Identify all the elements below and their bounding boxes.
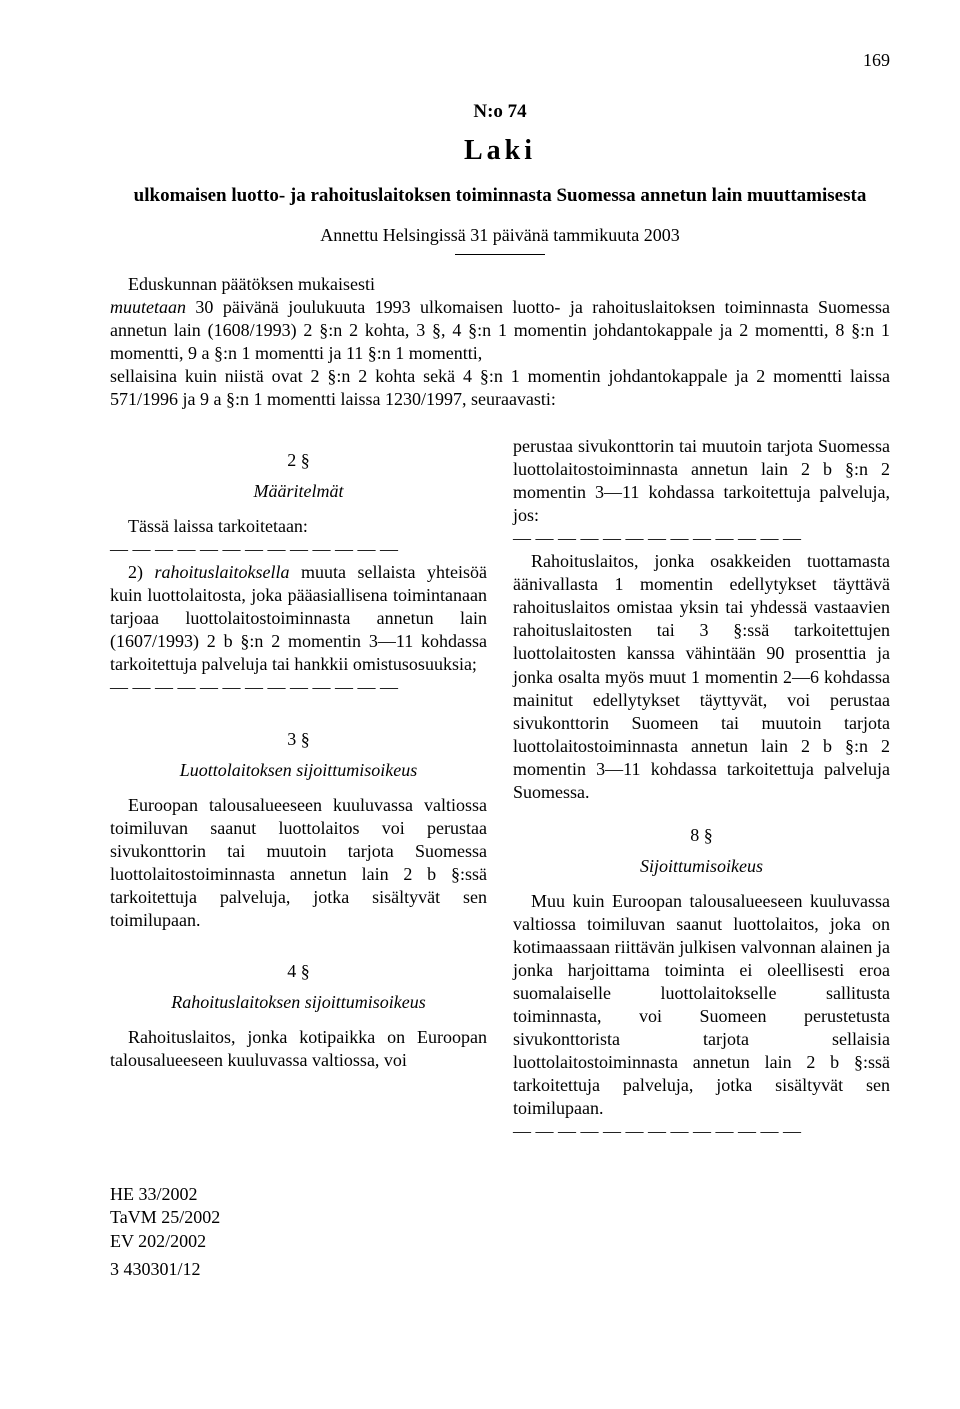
section-8-para-1: Muu kuin Euroopan talousalueeseen kuuluv… — [513, 890, 890, 1120]
section-3-para-1: Euroopan talousalueeseen kuuluvassa valt… — [110, 794, 487, 932]
section-2-dashes-1: — — — — — — — — — — — — — — [110, 538, 487, 561]
section-4-heading: Rahoituslaitoksen sijoittumisoikeus — [110, 991, 487, 1014]
section-8-heading: Sijoittumisoikeus — [513, 855, 890, 878]
preamble-text: Eduskunnan päätöksen mukaisesti — [128, 274, 375, 294]
section-2-dashes-2: — — — — — — — — — — — — — — [110, 676, 487, 699]
section-8-number: 8 § — [513, 824, 890, 847]
section-2-number: 2 § — [110, 449, 487, 472]
section-8-dashes-1: — — — — — — — — — — — — — — [513, 1120, 890, 1143]
section-2-p2-prefix: 2) — [128, 562, 155, 582]
section-3-heading: Luottolaitoksen sijoittumisoikeus — [110, 759, 487, 782]
left-column: 2 § Määritelmät Tässä laissa tarkoitetaa… — [110, 435, 487, 1143]
footer-ref-1: HE 33/2002 — [110, 1183, 890, 1206]
preamble: Eduskunnan päätöksen mukaisesti muutetaa… — [110, 273, 890, 411]
section-2-heading: Määritelmät — [110, 480, 487, 503]
document-type: Laki — [110, 135, 890, 167]
section-2-p2-italic: rahoituslaitoksella — [155, 562, 290, 582]
page-number: 169 — [110, 50, 890, 71]
section-2-para-2: 2) rahoituslaitoksella muuta sellaista y… — [110, 561, 487, 676]
document-date: Annettu Helsingissä 31 päivänä tammikuut… — [110, 225, 890, 246]
title-divider — [455, 254, 545, 255]
right-column: perustaa sivukonttorin tai muutoin tarjo… — [513, 435, 890, 1143]
footer-bottom: 3 430301/12 — [110, 1259, 890, 1280]
document-number: N:o 74 — [110, 101, 890, 123]
body-columns: 2 § Määritelmät Tässä laissa tarkoitetaa… — [110, 435, 890, 1143]
preamble-italic: muutetaan — [110, 297, 186, 317]
document-page: 169 N:o 74 Laki ulkomaisen luotto- ja ra… — [0, 0, 960, 1340]
preamble-body: 30 päivänä joulukuuta 1993 ulkomaisen lu… — [110, 297, 890, 409]
section-4-para-1: Rahoituslaitos, jonka kotipaikka on Euro… — [110, 1026, 487, 1072]
footer-references: HE 33/2002 TaVM 25/2002 EV 202/2002 — [110, 1183, 890, 1253]
right-para-2: Rahoituslaitos, jonka osakkeiden tuottam… — [513, 550, 890, 803]
footer-ref-3: EV 202/2002 — [110, 1230, 890, 1253]
section-2-para-1: Tässä laissa tarkoitetaan: — [110, 515, 487, 538]
section-3-number: 3 § — [110, 728, 487, 751]
right-dashes-1: — — — — — — — — — — — — — — [513, 527, 890, 550]
document-title: ulkomaisen luotto- ja rahoituslaitoksen … — [110, 185, 890, 207]
section-4-number: 4 § — [110, 960, 487, 983]
footer-ref-2: TaVM 25/2002 — [110, 1206, 890, 1229]
section-4-continuation: perustaa sivukonttorin tai muutoin tarjo… — [513, 435, 890, 527]
